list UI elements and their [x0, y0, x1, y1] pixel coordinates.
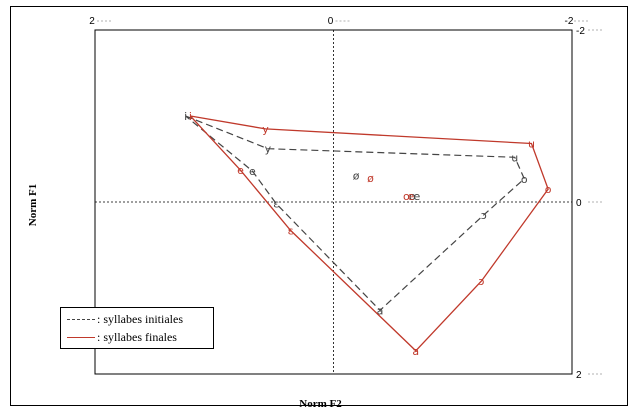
- axes-layer: 2 0 -2-2 0 2: [89, 16, 602, 381]
- vowel-point-y: y: [262, 123, 269, 136]
- vowel-point-ø: ø: [353, 169, 360, 182]
- vowel-point-ɔ: ɔ: [481, 209, 487, 222]
- vowel-point-u: u: [528, 138, 535, 151]
- y-tick-label: 2: [576, 370, 582, 381]
- y-tick-label: -2: [576, 26, 585, 37]
- legend-swatch-dashed: [67, 318, 95, 320]
- x-axis-label-text: Norm F2: [299, 398, 342, 410]
- x-axis-label: Norm F2: [0, 398, 641, 410]
- series-line: [189, 115, 549, 352]
- vowel-point-i: i: [189, 110, 192, 123]
- vowel-point-ɛ: ɛ: [288, 224, 294, 237]
- y-tick-label: 0: [576, 198, 582, 209]
- x-tick-label: -2: [565, 16, 574, 27]
- x-tick-label: 0: [328, 16, 334, 27]
- vowel-point-u: u: [511, 151, 518, 164]
- vowel-point-e: e: [249, 165, 256, 178]
- vowel-point-œ: œ: [409, 190, 420, 203]
- legend-swatch-solid: [67, 336, 95, 338]
- series-initiales: i y uo ɔ a ɛ e ø œ: [184, 110, 528, 317]
- series-line: [185, 115, 526, 312]
- vowel-point-œ: œ: [403, 190, 414, 203]
- y-axis-label: Norm F1: [27, 184, 39, 226]
- vowel-point-i: i: [184, 110, 187, 123]
- legend-label-finales: : syllabes finales: [97, 329, 177, 344]
- vowel-point-e: e: [237, 164, 244, 177]
- legend-item-initiales: : syllabes initiales: [67, 311, 183, 327]
- legend: : syllabes initiales : syllabes finales: [60, 307, 214, 349]
- vowel-point-a: a: [412, 345, 419, 358]
- x-tick-label: 2: [89, 16, 95, 27]
- vowel-point-ɔ: ɔ: [478, 275, 484, 288]
- vowel-point-a: a: [377, 304, 384, 317]
- vowel-point-y: y: [265, 143, 272, 156]
- vowel-point-o: o: [521, 173, 528, 186]
- legend-label-initiales: : syllabes initiales: [97, 311, 183, 326]
- vowel-point-ø: ø: [367, 172, 374, 185]
- vowel-point-o: o: [545, 183, 552, 196]
- y-axis-label-text: Norm F1: [27, 183, 39, 227]
- legend-item-finales: : syllabes finales: [67, 329, 177, 345]
- vowel-point-ɛ: ɛ: [273, 198, 279, 211]
